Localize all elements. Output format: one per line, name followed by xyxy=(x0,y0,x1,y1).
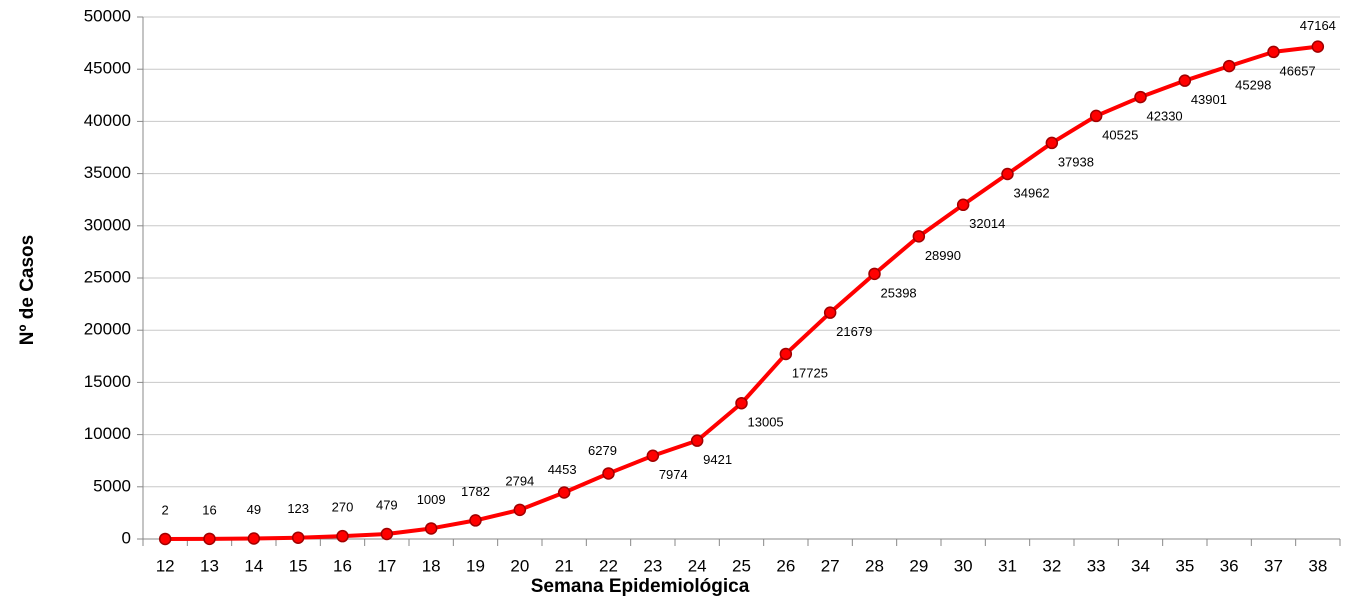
data-point xyxy=(1267,45,1280,59)
data-label: 6279 xyxy=(588,443,617,458)
data-label: 1009 xyxy=(417,492,446,507)
data-label: 13005 xyxy=(748,415,784,430)
y-tick-label: 5000 xyxy=(93,476,131,495)
y-tick-label: 20000 xyxy=(84,320,131,339)
data-label: 28990 xyxy=(925,248,961,263)
data-point xyxy=(779,347,793,361)
data-point xyxy=(823,306,837,319)
x-tick-label: 28 xyxy=(865,556,884,575)
data-label: 45298 xyxy=(1235,78,1271,93)
data-label: 42330 xyxy=(1147,109,1183,124)
x-tick-label: 33 xyxy=(1087,556,1106,575)
data-point xyxy=(1311,40,1325,53)
y-tick-label: 45000 xyxy=(84,59,131,78)
data-label: 32014 xyxy=(969,216,1005,231)
data-label: 4453 xyxy=(548,462,577,477)
y-tick-label: 15000 xyxy=(84,372,131,391)
data-point xyxy=(735,396,748,410)
data-label: 2794 xyxy=(505,473,534,488)
x-tick-label: 25 xyxy=(732,556,751,575)
x-tick-label: 18 xyxy=(422,556,441,575)
x-tick-label: 38 xyxy=(1308,556,1327,575)
data-point xyxy=(380,527,394,541)
data-point xyxy=(469,514,482,527)
data-label: 17725 xyxy=(792,365,828,380)
data-label: 7974 xyxy=(659,467,688,482)
data-point xyxy=(1001,167,1014,181)
data-label: 479 xyxy=(376,497,398,512)
x-tick-label: 12 xyxy=(156,556,175,575)
y-tick-label: 40000 xyxy=(84,111,131,130)
data-label: 16 xyxy=(202,502,216,517)
data-label: 270 xyxy=(332,500,354,515)
x-tick-label: 22 xyxy=(599,556,618,575)
data-point xyxy=(203,532,216,546)
x-tick-label: 16 xyxy=(333,556,352,575)
x-tick-label: 20 xyxy=(510,556,529,575)
x-tick-label: 31 xyxy=(998,556,1017,575)
y-tick-label: 25000 xyxy=(84,267,131,286)
x-tick-label: 21 xyxy=(555,556,574,575)
x-tick-label: 32 xyxy=(1042,556,1061,575)
y-tick-label: 0 xyxy=(122,528,131,547)
x-tick-label: 26 xyxy=(776,556,795,575)
data-label: 21679 xyxy=(836,324,872,339)
data-point xyxy=(291,531,305,544)
data-point xyxy=(158,532,172,546)
data-point xyxy=(1134,90,1147,104)
data-point xyxy=(868,267,881,281)
data-point xyxy=(956,198,970,212)
data-point xyxy=(513,503,527,517)
y-tick-label: 35000 xyxy=(84,163,131,182)
data-label: 47164 xyxy=(1300,18,1336,33)
data-label: 2 xyxy=(162,502,169,517)
x-tick-label: 15 xyxy=(289,556,308,575)
x-tick-label: 27 xyxy=(821,556,840,575)
data-point xyxy=(247,532,261,545)
data-label: 123 xyxy=(287,501,309,516)
x-tick-label: 14 xyxy=(244,556,263,575)
data-point xyxy=(1222,59,1236,73)
x-tick-label: 13 xyxy=(200,556,219,575)
data-label: 40525 xyxy=(1102,127,1138,142)
x-tick-label: 29 xyxy=(909,556,928,575)
data-label: 37938 xyxy=(1058,154,1094,169)
x-axis-title: Semana Epidemiológica xyxy=(531,576,750,597)
data-point xyxy=(646,449,660,463)
x-tick-label: 36 xyxy=(1220,556,1239,575)
y-tick-label: 10000 xyxy=(84,424,131,443)
x-tick-label: 24 xyxy=(688,556,707,575)
x-tick-label: 37 xyxy=(1264,556,1283,575)
data-point xyxy=(1178,74,1192,87)
data-point xyxy=(602,467,615,480)
data-point xyxy=(336,529,349,543)
x-tick-label: 19 xyxy=(466,556,485,575)
data-label: 1782 xyxy=(461,484,490,499)
x-tick-label: 35 xyxy=(1175,556,1194,575)
data-point xyxy=(912,230,926,243)
x-tick-label: 17 xyxy=(377,556,396,575)
x-tick-label: 30 xyxy=(954,556,973,575)
data-point xyxy=(1045,136,1059,150)
data-label: 43901 xyxy=(1191,92,1227,107)
y-tick-label: 30000 xyxy=(84,215,131,234)
data-label: 49 xyxy=(247,502,261,517)
data-label: 25398 xyxy=(881,285,917,300)
y-axis-title: Nº de Casos xyxy=(17,235,38,345)
data-point xyxy=(1089,109,1103,123)
data-point xyxy=(557,486,571,499)
data-label: 46657 xyxy=(1280,63,1316,78)
x-tick-label: 34 xyxy=(1131,556,1150,575)
data-point xyxy=(424,522,438,535)
data-label: 9421 xyxy=(703,452,732,467)
data-point xyxy=(690,434,704,447)
x-tick-label: 23 xyxy=(643,556,662,575)
y-tick-label: 50000 xyxy=(84,6,131,25)
data-label: 34962 xyxy=(1014,185,1050,200)
data-line xyxy=(165,44,1319,541)
